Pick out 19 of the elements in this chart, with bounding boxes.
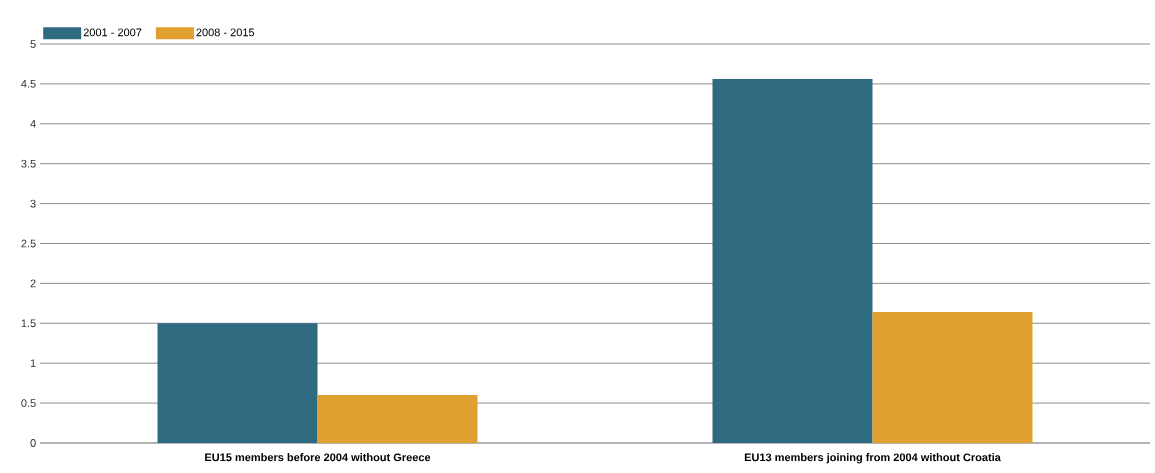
y-tick-label: 4 (30, 120, 36, 128)
y-tick-label: 3.5 (21, 159, 36, 168)
x-tick-label: EU15 members before 2004 without Greece (205, 453, 431, 462)
y-tick-label: 1 (30, 359, 36, 367)
x-tick-label: EU13 members joining from 2004 without Croatia (744, 453, 1001, 464)
y-tick-label: 0 (30, 439, 36, 447)
y-tick-label: 2.5 (21, 239, 36, 248)
y-tick-label: 3 (30, 199, 36, 208)
y-tick-label: 5 (30, 40, 36, 48)
bar (157, 323, 318, 443)
bar (712, 79, 873, 443)
legend-label: 2001 - 2007 (83, 28, 142, 37)
y-tick-label: 1.5 (21, 319, 36, 328)
bar (872, 312, 1033, 443)
y-tick-label: 2 (30, 279, 36, 288)
legend-label: 2008 - 2015 (196, 28, 255, 37)
bar (317, 395, 478, 443)
y-tick-label: 0.5 (21, 399, 36, 407)
y-tick-label: 4.5 (21, 80, 36, 88)
